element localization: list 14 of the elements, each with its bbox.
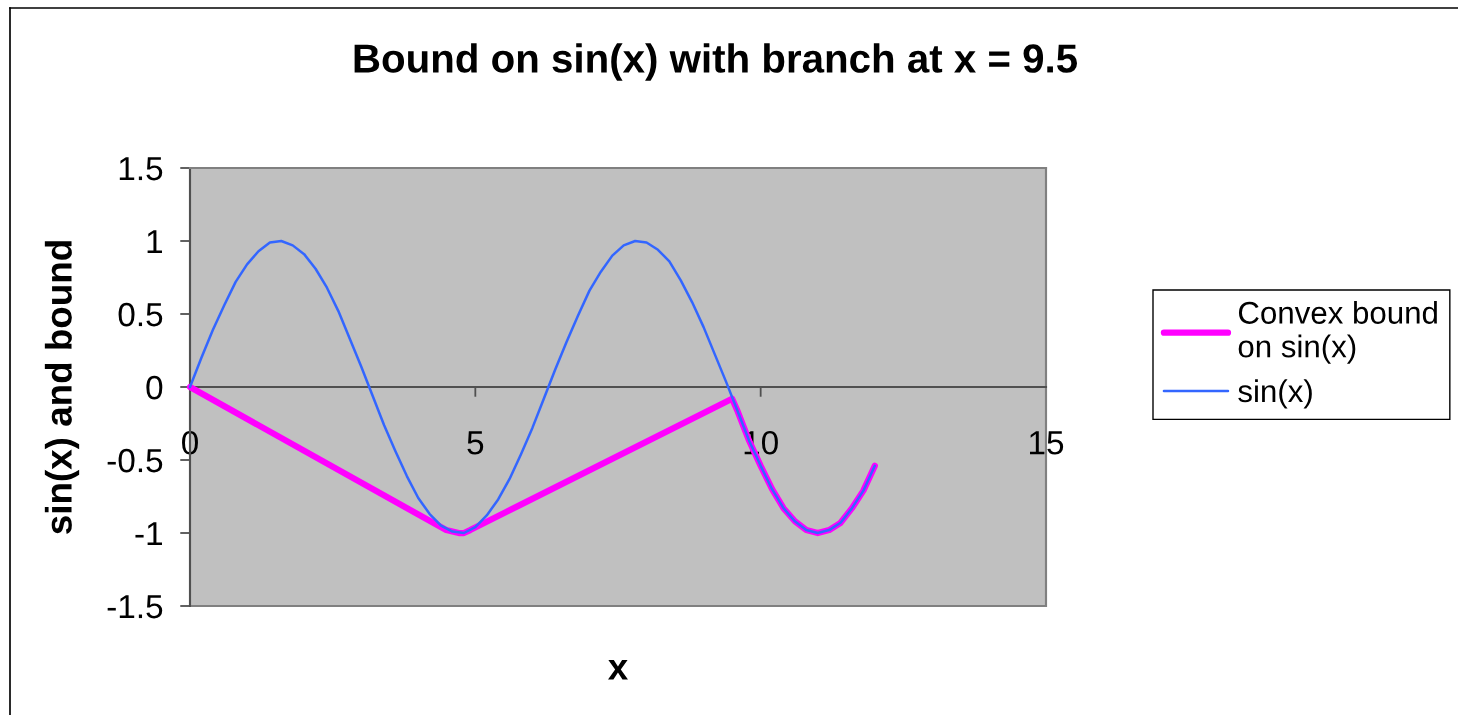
y-tick-label: -1.5: [107, 595, 163, 619]
y-tick-label: -0.5: [107, 448, 163, 473]
y-tick-label: 0: [146, 375, 163, 400]
legend-label: sin(x): [1238, 379, 1312, 409]
x-axis-title: x: [608, 660, 628, 680]
chart-title: Bound on sin(x) with branch at x = 9.5: [354, 43, 1077, 81]
x-tick-label: 5: [467, 431, 484, 455]
y-tick-label: 1: [147, 230, 162, 254]
y-axis-title: sin(x) and bound: [44, 241, 80, 534]
legend-label: Convex bound on sin(x): [1238, 300, 1437, 364]
y-tick-label: 1.5: [119, 157, 163, 181]
y-tick-label: 0.5: [118, 302, 163, 327]
x-tick-label: 15: [1030, 431, 1064, 455]
y-tick-label: -1: [135, 522, 162, 546]
